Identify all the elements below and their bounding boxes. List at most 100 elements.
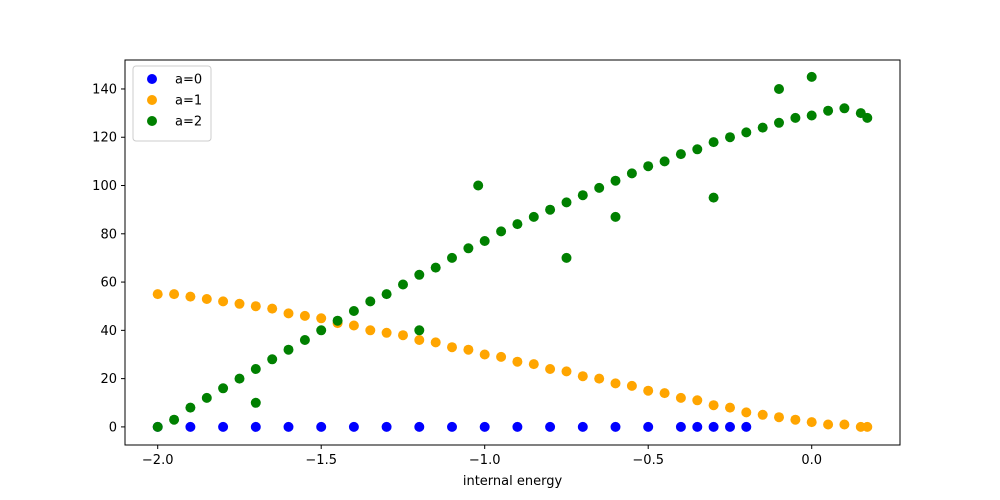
data-point [643,421,654,432]
data-point [348,421,359,432]
y-tick-label: 20 [100,372,117,387]
data-point [316,421,327,432]
data-point [512,356,523,367]
series-a=0 [152,421,752,432]
data-point [692,395,703,406]
data-point [823,419,834,430]
y-tick-label: 140 [92,82,117,97]
data-point [218,421,229,432]
data-point [365,296,376,307]
y-tick-label: 120 [92,131,117,146]
data-point [790,414,801,425]
data-point [594,182,605,193]
data-point [643,161,654,172]
data-point [473,180,484,191]
data-point [610,378,621,389]
data-point [496,226,507,237]
data-point [234,373,245,384]
data-point [169,414,180,425]
data-point [577,371,588,382]
x-axis-ticks: −2.0 −1.5 −1.0 −0.5 0.0 [142,445,822,468]
data-point [545,364,556,374]
data-point [398,330,408,341]
data-point [725,132,735,143]
y-tick-label: 60 [100,276,117,291]
data-point [725,421,735,432]
data-point [806,110,817,121]
data-point [643,385,654,396]
data-point [316,325,327,336]
series-a=1 [152,289,873,432]
data-point [398,279,408,290]
y-tick-label: 40 [100,324,117,339]
x-tick-label: 0.0 [801,453,822,468]
data-point [545,204,556,215]
data-point [447,252,457,263]
data-point [479,236,490,246]
data-point [463,344,474,355]
data-point [806,417,817,428]
data-point [806,71,817,82]
data-point [725,402,735,413]
data-point [561,252,572,263]
data-point [577,421,588,432]
data-point [610,421,621,432]
y-tick-label: 80 [100,227,117,242]
data-point [267,354,278,365]
data-point [610,211,621,222]
data-point [675,392,686,403]
y-tick-label: 100 [92,179,117,194]
data-point [862,421,873,432]
data-point [234,298,245,309]
data-point [741,407,752,418]
data-point [708,192,719,203]
data-point [152,421,163,432]
y-tick-label: 0 [109,420,117,435]
data-point [839,103,850,114]
data-point [692,144,703,155]
data-point [283,344,294,355]
data-point [463,243,474,254]
data-point [741,127,752,138]
data-point [169,289,180,300]
data-point [675,421,686,432]
plot-frame [124,59,901,446]
data-point [218,383,229,394]
legend-label: a=2 [175,115,202,130]
data-point [381,421,392,432]
data-point [528,211,539,222]
data-point [381,327,392,338]
data-point [267,303,278,314]
data-point [348,320,359,331]
data-point [365,325,376,336]
data-point [512,421,523,432]
data-point [561,366,572,377]
data-point [414,325,425,336]
points-layer [152,71,873,432]
data-point [250,397,261,408]
legend-label: a=0 [175,73,202,88]
data-point [774,117,784,128]
data-point [708,137,719,148]
data-point [348,306,359,316]
x-tick-label: −1.5 [305,453,337,468]
data-point [708,400,719,411]
data-point [185,291,196,302]
data-point [201,392,212,403]
data-point [332,315,343,326]
data-point [512,219,523,230]
data-point [496,351,507,362]
data-point [774,412,784,423]
x-tick-label: −1.0 [469,453,501,468]
data-point [757,409,768,420]
data-point [561,197,572,208]
data-point [823,105,834,116]
data-point [201,294,212,304]
data-point [250,364,261,374]
data-point [610,175,621,186]
data-point [430,262,441,273]
data-point [185,421,196,432]
data-point [577,190,588,201]
data-point [862,112,873,123]
